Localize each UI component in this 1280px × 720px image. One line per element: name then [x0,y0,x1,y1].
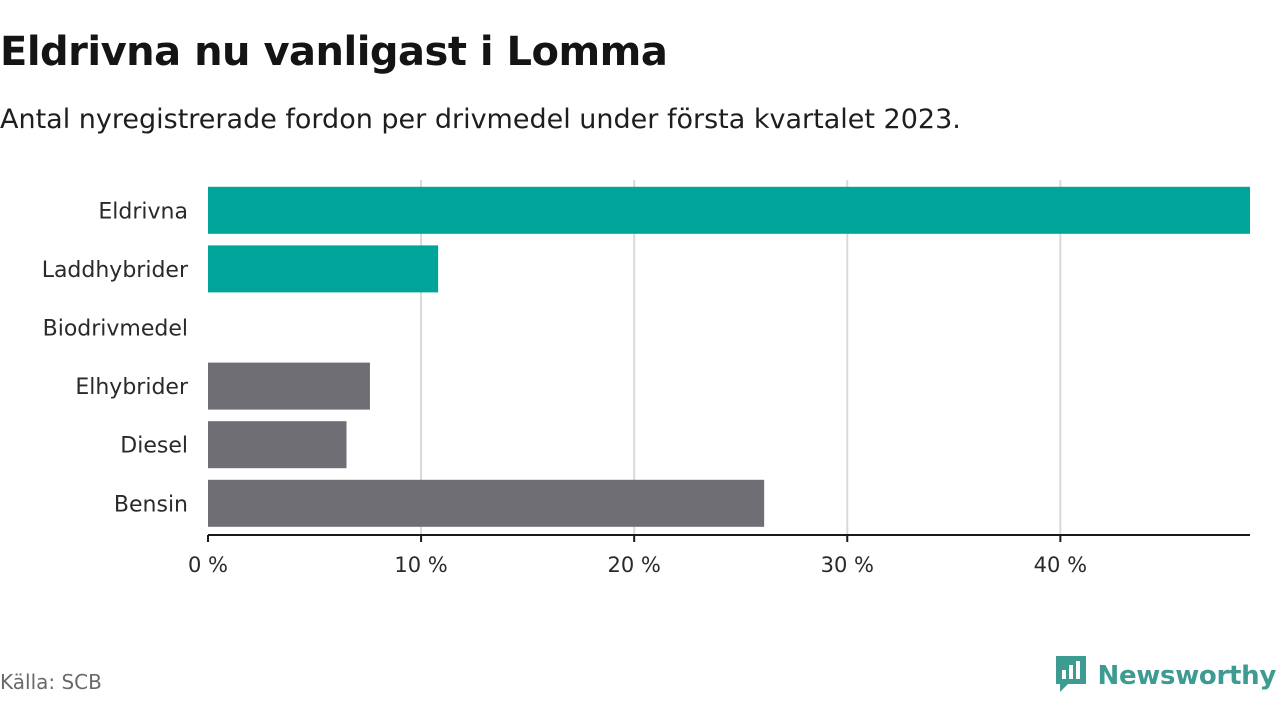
x-tick-label: 10 % [394,553,447,577]
category-label: Diesel [120,434,188,459]
x-tick-label: 20 % [607,553,660,577]
bar-laddhybrider [208,245,439,293]
bars [208,186,1250,527]
bar-chart: Eldrivna Laddhybrider Biodrivmedel Elhybrid… [42,180,1250,577]
category-label: Biodrivmedel [43,317,188,342]
bar-elhybrider [208,362,370,410]
bar-eldrivna [208,186,1250,234]
category-label: Eldrivna [98,199,188,224]
gridlines [420,180,1062,535]
x-tick-label: 0 % [188,553,228,577]
chart-subtitle: Antal nyregistrerade fordon per drivmede… [0,104,961,135]
bar-diesel [208,421,347,469]
bar-bensin [208,479,765,527]
category-label: Laddhybrider [42,258,189,283]
chart-title: Eldrivna nu vanligast i Lomma [0,29,668,75]
x-tick-label: 30 % [821,553,874,577]
category-label: Elhybrider [75,375,189,400]
newsworthy-logo-icon [1054,654,1088,698]
brand-name: Newsworthy [1097,661,1277,691]
category-label: Bensin [114,492,188,517]
source-note: Källa: SCB [0,670,102,694]
brand-logo: Newsworthy [1054,654,1276,698]
x-tick-labels: 0 % 10 % 20 % 30 % 40 % [188,535,1087,577]
category-labels: Eldrivna Laddhybrider Biodrivmedel Elhybrid… [42,199,189,517]
x-tick-label: 40 % [1034,553,1087,577]
